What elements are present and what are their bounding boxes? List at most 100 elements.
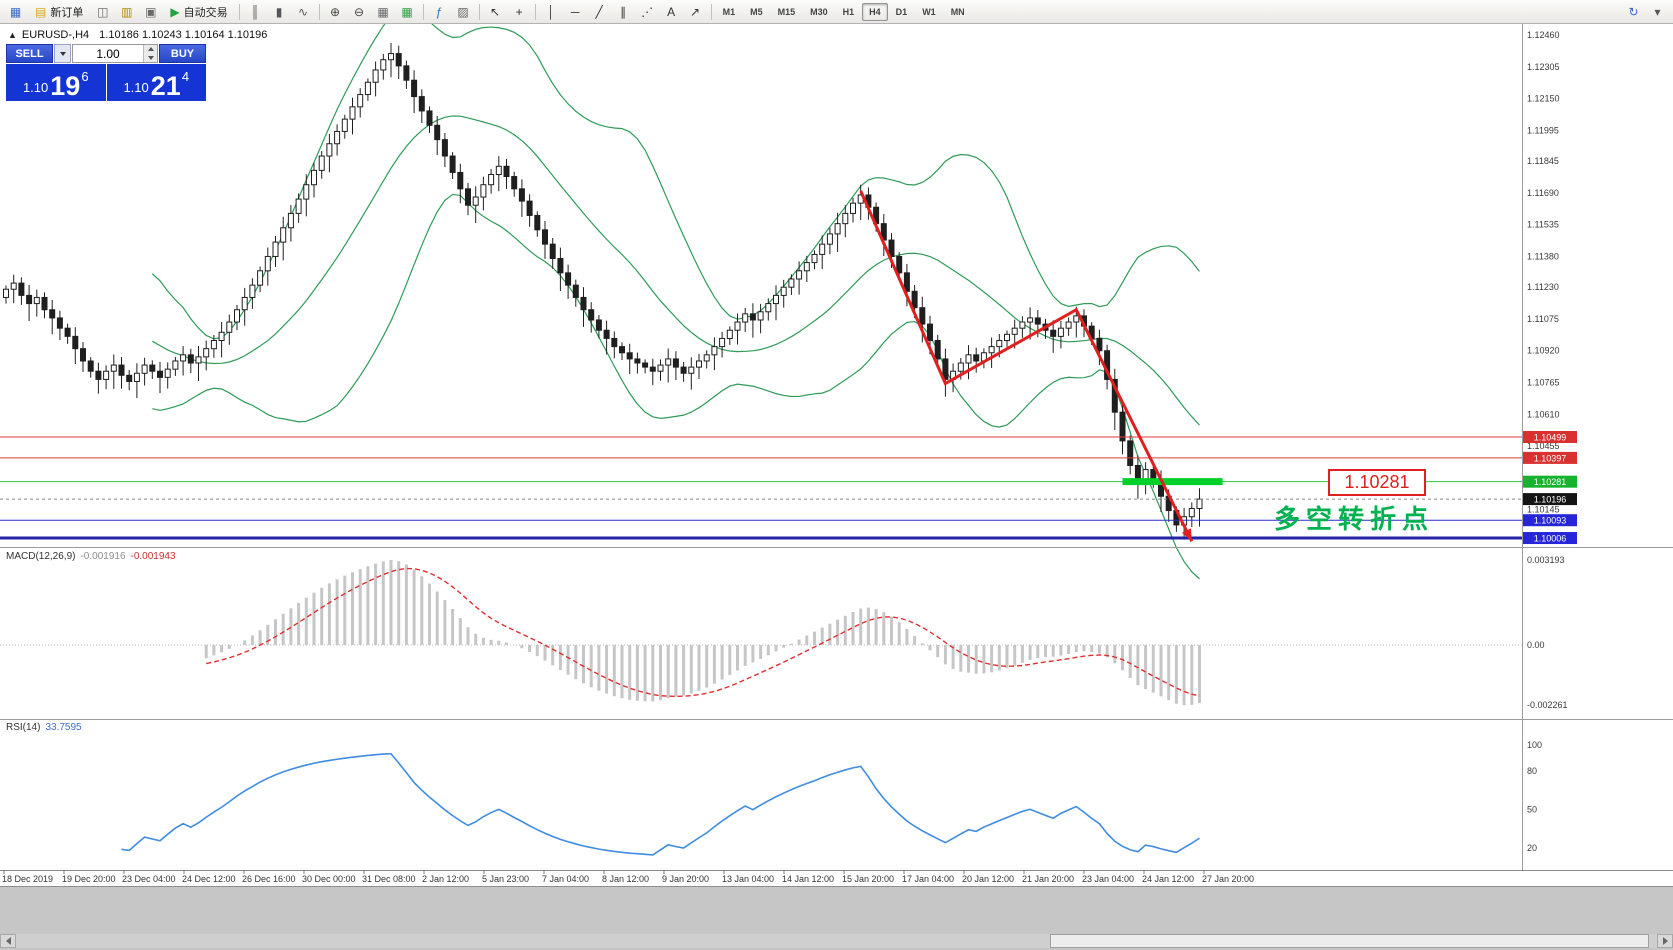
macd-name: MACD(12,26,9)	[6, 551, 76, 562]
bar-chart-icon[interactable]: ║	[244, 2, 267, 22]
buy-price-prefix: 1.10	[123, 80, 149, 95]
profiles-icon[interactable]: ▥	[115, 2, 138, 22]
panel-frame	[0, 24, 1673, 871]
svg-text:1.10455: 1.10455	[1527, 441, 1560, 451]
svg-text:1.12305: 1.12305	[1527, 62, 1560, 72]
cursor-icon: ↖	[490, 4, 501, 19]
buy-price[interactable]: 1.10 21 4	[106, 64, 206, 102]
scrollbar-thumb[interactable]	[1049, 934, 1649, 948]
arrow-tool-icon: ↗	[690, 4, 701, 19]
cursor-icon[interactable]: ↖	[484, 2, 507, 22]
tile-windows-icon[interactable]: ▦	[372, 2, 395, 22]
trendline-icon: ╱	[595, 4, 603, 19]
fibonacci-icon[interactable]: ⋰	[636, 2, 659, 22]
vertical-line-icon[interactable]: │	[540, 2, 563, 22]
crosshair-icon[interactable]: +	[508, 2, 531, 22]
buy-button[interactable]: BUY	[159, 44, 206, 63]
svg-text:1.10610: 1.10610	[1527, 409, 1560, 419]
text-label-icon[interactable]: A	[660, 2, 683, 22]
svg-text:1.11230: 1.11230	[1527, 282, 1559, 292]
macd-value: -0.001916	[80, 551, 126, 562]
timeframe-D1[interactable]: D1	[889, 3, 915, 21]
rsi-panel: 100 80 50 20	[121, 740, 1542, 856]
horizontal-scrollbar[interactable]	[0, 934, 1673, 948]
svg-text:1.10006: 1.10006	[1534, 534, 1567, 544]
scrollbar-track[interactable]	[16, 934, 1657, 948]
zoom-out-icon[interactable]: ⊖	[348, 2, 371, 22]
svg-text:24 Dec 12:00: 24 Dec 12:00	[182, 874, 236, 884]
timeframe-M30[interactable]: M30	[803, 3, 835, 21]
svg-text:27 Jan 20:00: 27 Jan 20:00	[1202, 874, 1254, 884]
chart-window-icon[interactable]: ◫	[91, 2, 114, 22]
sell-price[interactable]: 1.10 19 6	[6, 64, 106, 101]
zoom-in-icon[interactable]: ⊕	[324, 2, 347, 22]
candlestick-chart-icon[interactable]: ▮	[268, 2, 291, 22]
svg-text:1.11380: 1.11380	[1527, 251, 1559, 261]
horizontal-line-icon: ─	[570, 4, 580, 19]
autotrading-button[interactable]: ▶ 自动交易	[163, 2, 234, 22]
macd-signal-value: -0.001943	[130, 551, 176, 562]
terminal-icon: ▦	[9, 4, 22, 19]
templates-icon[interactable]: ▨	[452, 2, 475, 22]
toolbar-separator	[534, 3, 536, 20]
channel-icon[interactable]: ∥	[612, 2, 635, 22]
volume-input[interactable]	[73, 45, 143, 62]
candlesticks	[3, 43, 1203, 540]
buy-price-big: 21	[150, 71, 181, 102]
horizontal-levels[interactable]: 1.10499 1.10397 1.10281 1.10093 1.10006 1.101…	[0, 430, 1577, 545]
zoom-in-icon: ⊕	[330, 4, 341, 19]
data-window-icon[interactable]: ▣	[139, 2, 162, 22]
svg-text:1.10145: 1.10145	[1527, 505, 1560, 515]
window-bottom-area	[0, 886, 1673, 950]
arrow-tool-icon[interactable]: ↗	[684, 2, 707, 22]
timeframe-M5[interactable]: M5	[743, 3, 770, 21]
turning-point-annotation[interactable]: 多空转折点	[1274, 504, 1435, 534]
scroll-right-button[interactable]	[1657, 934, 1673, 948]
svg-text:7 Jan 04:00: 7 Jan 04:00	[542, 874, 589, 884]
indicators-icon[interactable]: ƒ	[428, 2, 451, 22]
trendline-icon[interactable]: ╱	[588, 2, 611, 22]
volume-down-button[interactable]	[144, 53, 157, 62]
chart-area[interactable]: 1.12460 1.12305 1.12150 1.11995 1.11845 1.116…	[0, 24, 1673, 886]
timeframe-H4[interactable]: H4	[862, 2, 888, 21]
refresh-icon[interactable]: ↻	[1622, 2, 1645, 22]
svg-text:1.10397: 1.10397	[1534, 453, 1567, 463]
crosshair-icon: +	[515, 4, 523, 19]
svg-text:1.10281: 1.10281	[1534, 477, 1567, 487]
scroll-left-button[interactable]	[0, 934, 16, 948]
svg-text:20 Jan 12:00: 20 Jan 12:00	[962, 874, 1014, 884]
price-axis: 1.12460 1.12305 1.12150 1.11995 1.11845 1.116…	[1527, 30, 1560, 514]
timeframe-W1[interactable]: W1	[915, 3, 943, 21]
sell-button[interactable]: SELL	[6, 44, 53, 63]
timeframe-MN[interactable]: MN	[944, 3, 972, 21]
svg-text:8 Jan 12:00: 8 Jan 12:00	[602, 874, 649, 884]
terminal-icon[interactable]: ▦	[4, 2, 27, 22]
new-order-button[interactable]: ▤ 新订单	[28, 2, 90, 22]
toolbar-separator	[238, 3, 240, 20]
timeframe-M15[interactable]: M15	[771, 3, 803, 21]
svg-text:13 Jan 04:00: 13 Jan 04:00	[722, 874, 774, 884]
volume-up-button[interactable]	[144, 45, 157, 54]
trend-line[interactable]	[859, 190, 1194, 542]
grid-icon[interactable]: ▦	[396, 2, 419, 22]
toolbar-menu-icon[interactable]: ▾	[1646, 2, 1669, 22]
one-click-collapse-icon[interactable]: ▲	[8, 30, 17, 40]
svg-text:1.10196: 1.10196	[1534, 495, 1567, 505]
horizontal-line-icon[interactable]: ─	[564, 2, 587, 22]
svg-text:5 Jan 23:00: 5 Jan 23:00	[482, 874, 529, 884]
svg-text:18 Dec 2019: 18 Dec 2019	[2, 874, 53, 884]
bollinger-bands	[151, 24, 1200, 580]
timeframe-H1[interactable]: H1	[836, 3, 862, 21]
line-chart-icon[interactable]: ∿	[292, 2, 315, 22]
svg-text:1.10920: 1.10920	[1527, 346, 1560, 356]
templates-icon: ▨	[457, 4, 469, 19]
order-type-dropdown[interactable]	[54, 44, 71, 63]
price-annotation-box[interactable]: 1.10281	[1328, 469, 1426, 496]
timeframe-M1[interactable]: M1	[716, 3, 743, 21]
toolbar-separator	[318, 3, 320, 20]
rsi-name: RSI(14)	[6, 722, 41, 733]
fibonacci-icon: ⋰	[641, 4, 654, 19]
profiles-icon: ▥	[121, 4, 133, 19]
svg-text:15 Jan 20:00: 15 Jan 20:00	[842, 874, 894, 884]
